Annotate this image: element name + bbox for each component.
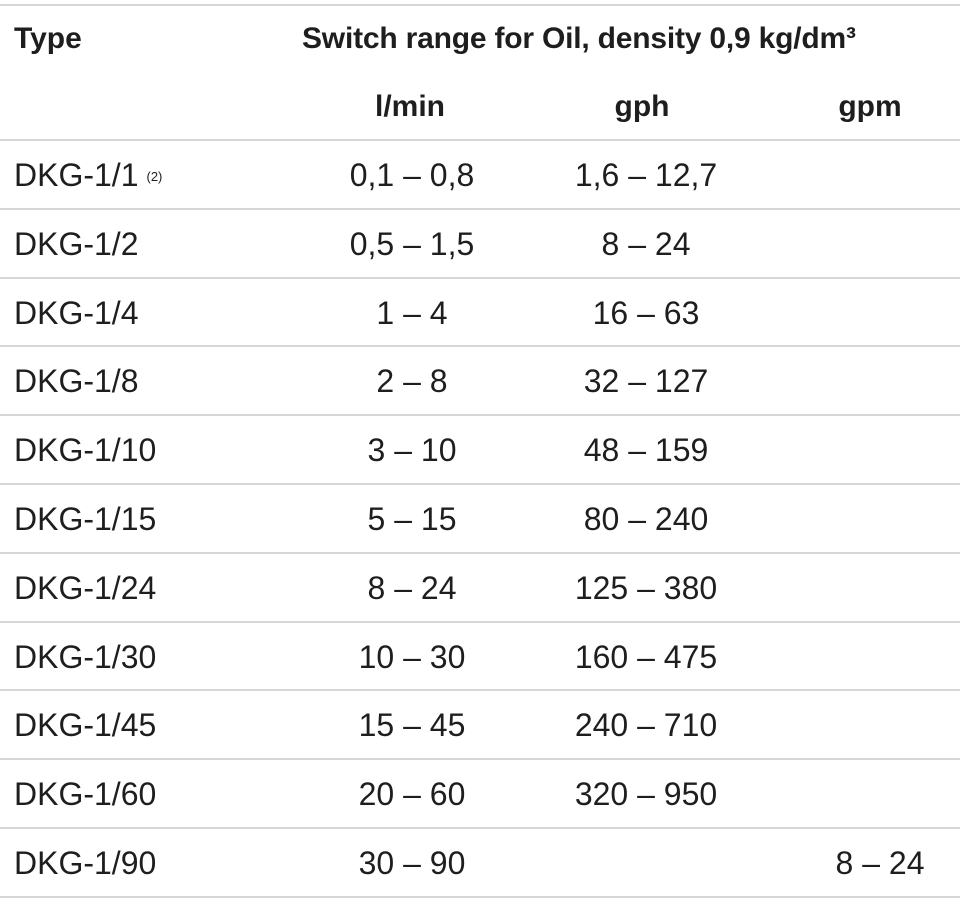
gph-cell: 16 – 63 xyxy=(592,294,700,331)
row-separator xyxy=(0,689,960,692)
lmin-cell: 8 – 24 xyxy=(367,569,457,606)
type-cell: DKG-1/30 xyxy=(14,638,157,675)
lmin-cell: 15 – 45 xyxy=(358,707,466,744)
row-separator xyxy=(0,895,960,898)
row-separator xyxy=(0,758,960,761)
type-cell: DKG-1/1 (2) xyxy=(14,155,162,195)
row-separator xyxy=(0,345,960,348)
type-cell: DKG-1/15 xyxy=(14,501,157,537)
header-separator xyxy=(0,139,960,141)
type-cell: DKG-1/2 xyxy=(14,225,139,262)
type-cell: DKG-1/60 xyxy=(14,776,157,813)
row-separator xyxy=(0,551,960,554)
lmin-cell: 10 – 30 xyxy=(358,638,466,675)
row-separator xyxy=(0,414,960,417)
unit-header-gph: gph xyxy=(614,90,670,123)
row-separator xyxy=(0,276,960,279)
lmin-cell: 20 – 60 xyxy=(358,776,466,813)
type-cell: DKG-1/24 xyxy=(14,569,157,606)
gph-cell: 8 – 24 xyxy=(601,225,691,262)
gph-cell: 160 – 475 xyxy=(574,638,718,675)
table-top-rule xyxy=(0,4,960,6)
gph-cell: 1,6 – 12,7 xyxy=(574,157,718,193)
gph-cell: 320 – 950 xyxy=(574,776,718,813)
type-cell: DKG-1/10 xyxy=(14,432,157,469)
lmin-cell: 2 – 8 xyxy=(376,363,448,400)
unit-header-gpm: gpm xyxy=(838,90,902,123)
gph-cell: 125 – 380 xyxy=(574,569,718,606)
gph-cell: 80 – 240 xyxy=(583,501,709,537)
unit-header-lmin: l/min xyxy=(374,90,445,123)
type-cell: DKG-1/4 xyxy=(14,294,139,331)
gph-cell: 240 – 710 xyxy=(574,707,718,744)
switch-range-header: Switch range for Oil, density 0,9 kg/dm³ xyxy=(302,22,856,55)
type-header: Type xyxy=(14,22,82,55)
gph-cell: 32 – 127 xyxy=(583,363,709,400)
type-cell: DKG-1/8 xyxy=(14,363,139,400)
row-separator xyxy=(0,620,960,623)
lmin-cell: 30 – 90 xyxy=(358,845,466,881)
lmin-cell: 5 – 15 xyxy=(367,501,457,537)
lmin-cell: 3 – 10 xyxy=(367,432,457,469)
lmin-cell: 0,5 – 1,5 xyxy=(349,225,475,262)
type-text: DKG-1/1 xyxy=(14,157,139,193)
lmin-cell: 0,1 – 0,8 xyxy=(349,157,475,193)
gph-cell: 48 – 159 xyxy=(583,432,709,469)
footnote-marker: (2) xyxy=(146,169,163,184)
gpm-cell: 8 – 24 xyxy=(835,845,925,881)
lmin-cell: 1 – 4 xyxy=(376,294,448,331)
row-separator xyxy=(0,483,960,485)
type-cell: DKG-1/90 xyxy=(14,845,157,881)
row-separator xyxy=(0,207,960,210)
type-cell: DKG-1/45 xyxy=(14,707,157,744)
row-separator xyxy=(0,827,960,829)
